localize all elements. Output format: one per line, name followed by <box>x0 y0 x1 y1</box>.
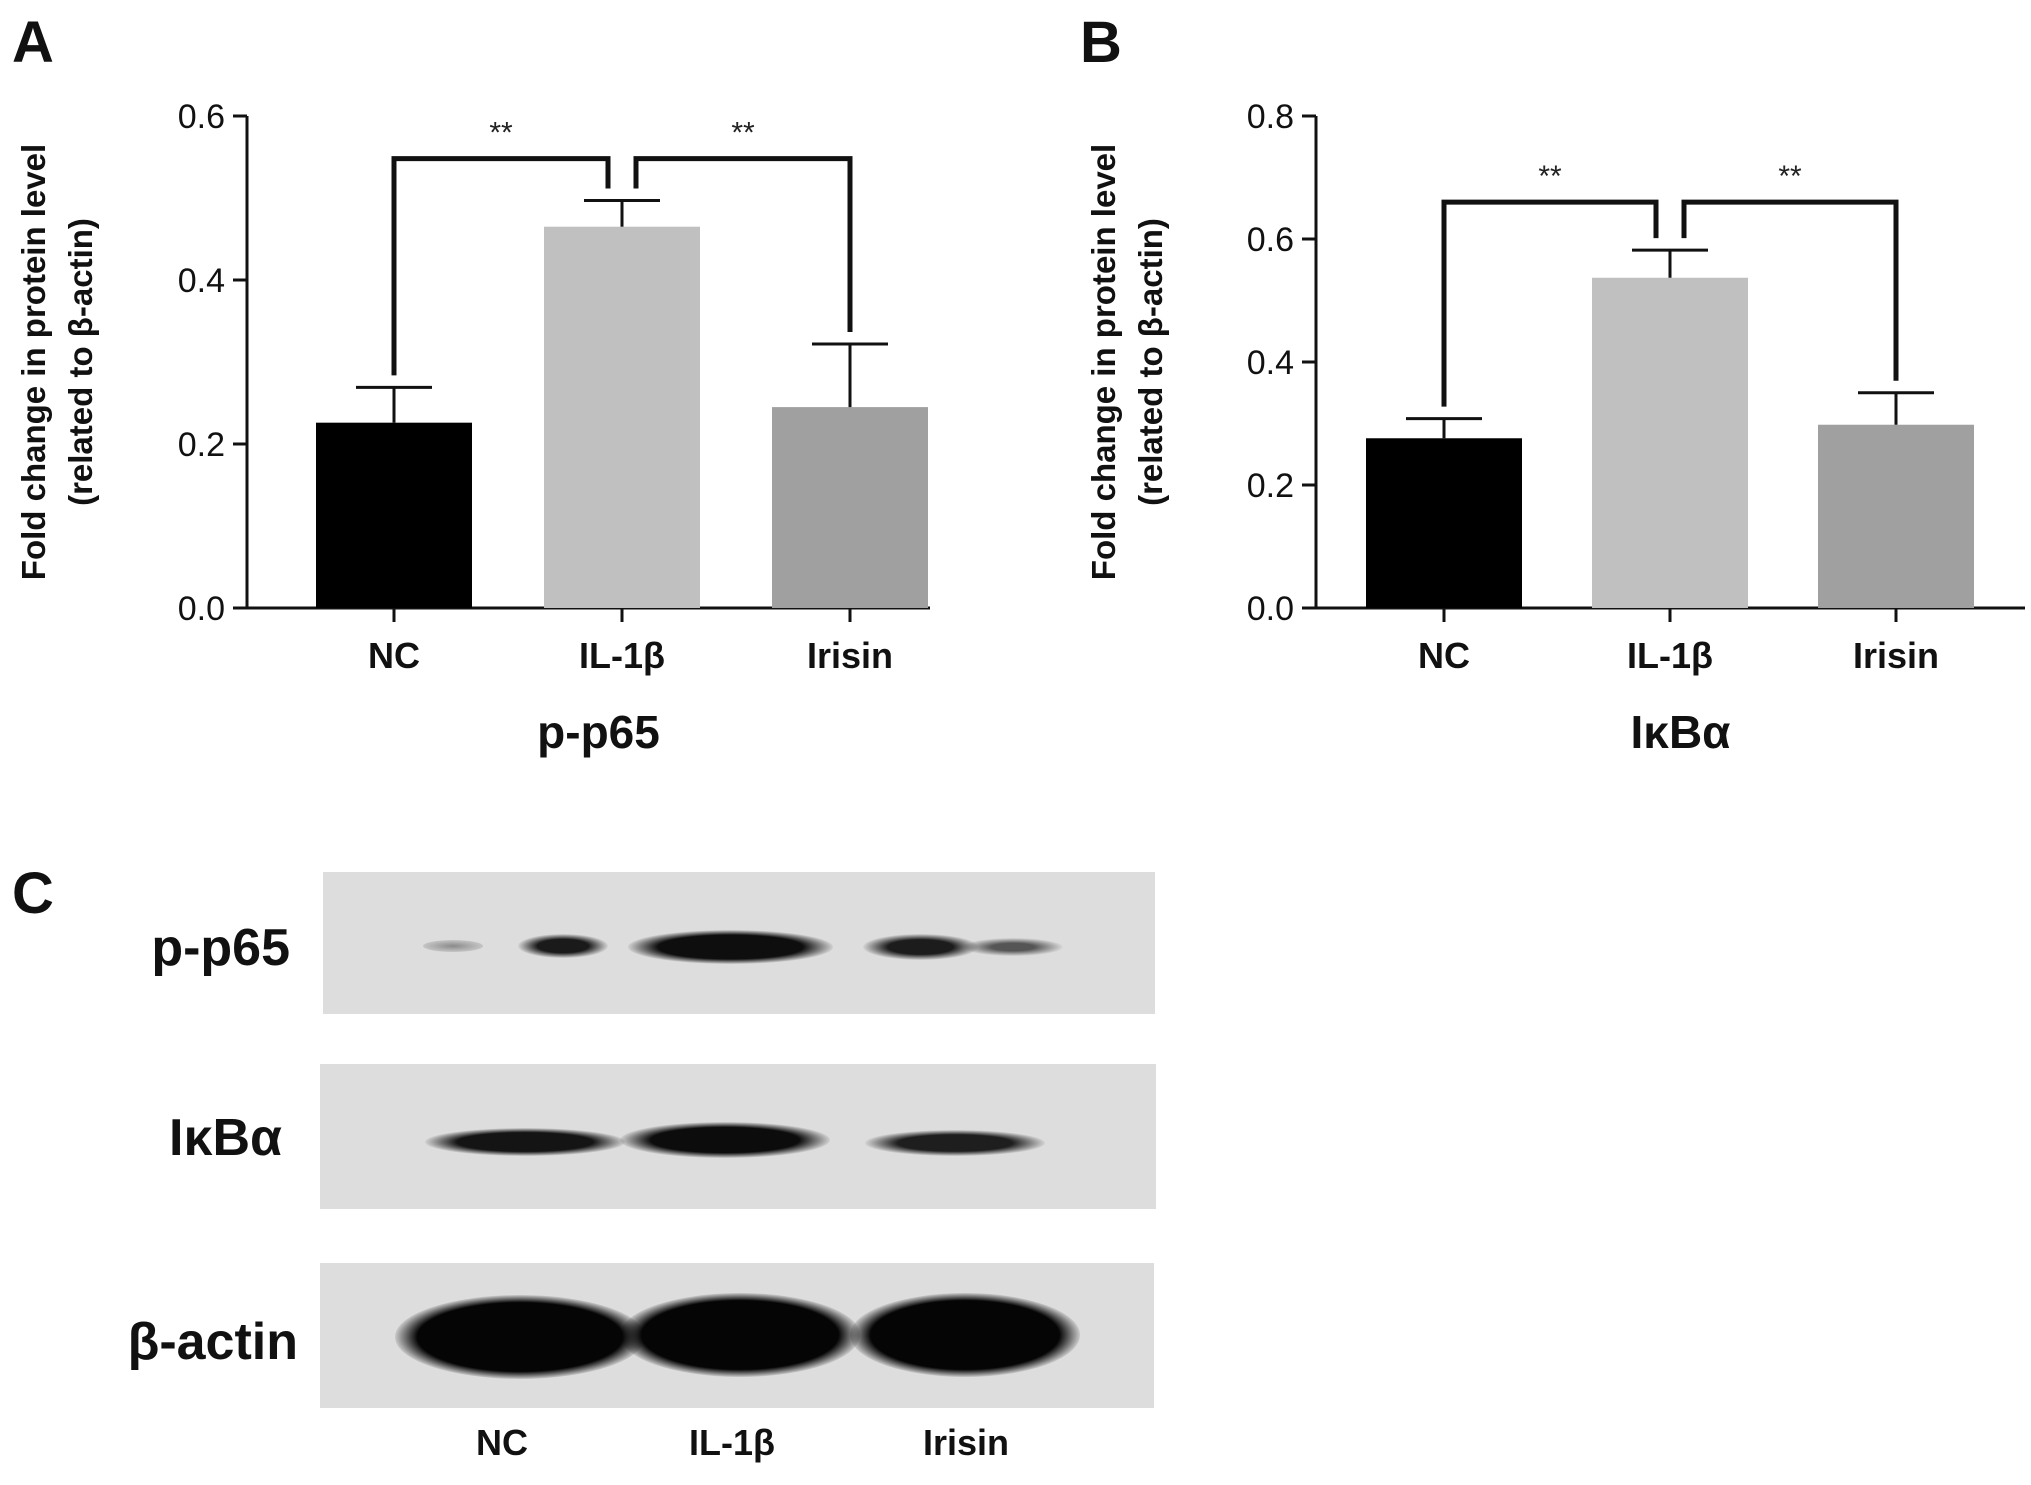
panel-label-b: B <box>1080 10 1122 75</box>
band <box>425 1128 625 1156</box>
blot-strip-beta-actin <box>320 1263 1154 1408</box>
bar <box>1592 277 1748 608</box>
significance-bracket <box>1681 199 1899 381</box>
bar <box>1366 438 1522 608</box>
y-axis-label: (related to β-actin) <box>1132 218 1169 506</box>
x-tick-label: IL-1β <box>1627 635 1713 676</box>
significance-label: ** <box>1538 160 1562 193</box>
significance-label: ** <box>731 117 755 150</box>
blot-strip-ikba <box>320 1064 1156 1209</box>
blot-row-label-ikba: IκBα <box>169 1109 282 1167</box>
y-tick-label: 0.6 <box>1247 221 1294 259</box>
blot-lane-label-irisin: Irisin <box>922 1422 1010 1463</box>
band <box>518 934 608 958</box>
panel-label-a: A <box>12 10 54 75</box>
band <box>620 1122 830 1158</box>
significance-bracket <box>633 156 853 332</box>
x-tick-label: NC <box>368 635 420 676</box>
y-tick-label: 0.0 <box>178 590 225 628</box>
bar <box>772 407 928 608</box>
y-axis-label: Fold change in protein level <box>1085 144 1122 580</box>
blot-row-label-beta-actin: β-actin <box>127 1313 298 1371</box>
band <box>395 1295 645 1379</box>
y-tick-label: 0.8 <box>1247 98 1294 136</box>
band <box>423 940 483 952</box>
band <box>865 1130 1045 1156</box>
chart-a-p-p65: 0.0 0.2 0.4 0.6 Fold change in protein level… <box>15 98 930 758</box>
y-tick-label: 0.4 <box>1247 344 1294 382</box>
band <box>863 934 978 960</box>
band <box>620 1293 860 1377</box>
blot-strip-p-p65 <box>323 872 1155 1014</box>
y-axis-label: Fold change in protein level <box>15 144 52 580</box>
y-axis-label: (related to β-actin) <box>62 218 99 506</box>
y-tick-label: 0.0 <box>1247 590 1294 628</box>
significance-bracket <box>1441 199 1659 407</box>
significance-bracket <box>391 156 611 376</box>
panel-label-c: C <box>12 861 54 926</box>
blot-lane-label-nc: NC <box>476 1422 528 1463</box>
blot-row-label-p-p65: p-p65 <box>151 919 290 977</box>
y-tick-label: 0.4 <box>178 262 225 300</box>
y-tick-label: 0.6 <box>178 98 225 136</box>
blot-lane-label-il-1b: IL-1β <box>689 1422 775 1463</box>
x-tick-label: IL-1β <box>579 635 665 676</box>
band <box>628 930 833 964</box>
bar <box>1818 424 1974 608</box>
chart-title: p-p65 <box>537 706 660 758</box>
y-tick-label: 0.2 <box>178 426 225 464</box>
significance-label: ** <box>1778 160 1802 193</box>
bar <box>544 226 700 608</box>
band <box>963 938 1063 956</box>
x-tick-label: Irisin <box>1853 635 1939 676</box>
y-tick-label: 0.2 <box>1247 467 1294 505</box>
bar <box>316 422 472 608</box>
x-tick-label: Irisin <box>807 635 893 676</box>
x-tick-label: NC <box>1418 635 1470 676</box>
significance-label: ** <box>489 117 513 150</box>
chart-b-ikba: 0.0 0.2 0.4 0.6 0.8 Fold change in protein le… <box>1085 98 2025 758</box>
band <box>850 1293 1080 1377</box>
chart-title: IκBα <box>1631 706 1731 758</box>
